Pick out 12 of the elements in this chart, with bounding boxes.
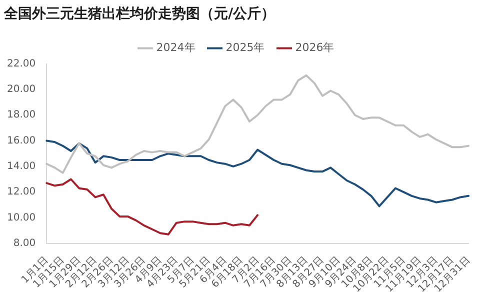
- y-tick-label: 20.00: [6, 84, 36, 96]
- y-tick-label: 22.00: [6, 58, 36, 70]
- y-tick-label: 14.00: [6, 161, 36, 172]
- legend-label: 2024年: [156, 41, 196, 54]
- y-tick-label: 12.00: [6, 186, 36, 198]
- y-tick-label: 8.00: [13, 238, 36, 249]
- legend-label: 2025年: [226, 41, 265, 54]
- chart-title: 全国外三元生猪出栏均价走势图（元/公斤）: [3, 5, 276, 22]
- y-tick-label: 16.00: [6, 135, 36, 146]
- y-tick-label: 18.00: [6, 110, 36, 121]
- y-tick-label: 10.00: [6, 212, 36, 224]
- legend-label: 2026年: [295, 41, 334, 54]
